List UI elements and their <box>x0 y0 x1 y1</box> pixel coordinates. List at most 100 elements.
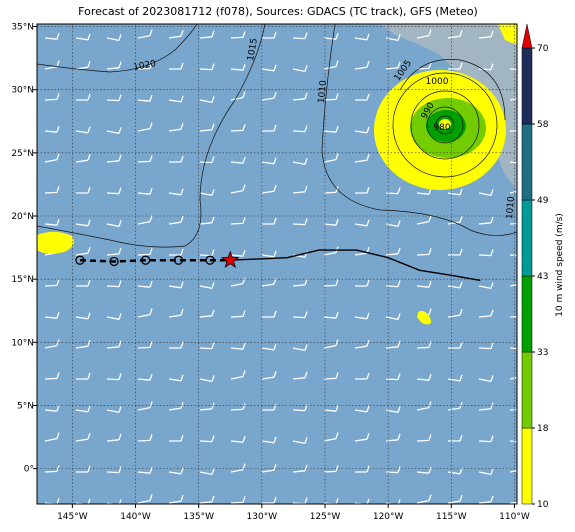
wind-barb <box>76 93 91 101</box>
isobar <box>37 24 266 248</box>
wind-barb <box>355 186 370 194</box>
wind-barb <box>292 311 308 319</box>
wind-barb <box>478 435 494 443</box>
wind-barb <box>323 432 339 442</box>
wind-barb <box>478 282 494 290</box>
wind-barb <box>75 339 91 349</box>
wind-barb <box>199 309 215 318</box>
wind-barb <box>385 61 401 70</box>
wind-barb <box>75 33 91 41</box>
wind-barb <box>75 153 91 163</box>
wind-barb <box>292 92 308 101</box>
isobar <box>321 24 517 236</box>
isobar <box>410 90 480 160</box>
wind-barb <box>323 404 339 412</box>
colorbar-band <box>521 47 533 125</box>
wind-barb <box>262 217 277 225</box>
colorbar-tick-label: 70 <box>537 44 549 54</box>
wind-barb <box>355 465 370 473</box>
wind-barb <box>169 341 184 349</box>
wind-barb <box>292 185 308 194</box>
wind-barb <box>261 184 277 194</box>
wind-barb <box>447 494 463 504</box>
wind-barb <box>106 187 122 195</box>
wind-barb <box>137 215 153 225</box>
wind-barb <box>230 184 246 194</box>
wind-barb <box>230 217 246 225</box>
wind-barb <box>230 277 246 287</box>
wind-barb <box>509 501 517 504</box>
wind-barb <box>509 222 517 225</box>
wind-barb <box>509 68 517 71</box>
wind-barb <box>44 279 60 287</box>
x-tick-label: 120°W <box>373 512 404 522</box>
isobar-label: 1020 <box>133 59 158 73</box>
wind-barb <box>230 124 246 132</box>
wind-barb <box>478 309 494 318</box>
colorbar-tick-label: 49 <box>537 196 549 206</box>
wind-barb <box>355 372 370 380</box>
wind-barb <box>168 494 184 504</box>
wind-barb <box>354 432 370 442</box>
isobar <box>426 106 464 144</box>
isobar-label: 1015 <box>246 38 260 62</box>
wind-barb <box>416 280 432 288</box>
wind-barb <box>44 311 60 319</box>
wind-barb <box>106 406 122 414</box>
wind-barb <box>478 402 494 411</box>
wind-barb <box>509 129 517 132</box>
wind-barb <box>44 60 60 70</box>
y-tick-label: 35°N <box>11 23 34 33</box>
wind-barb <box>509 347 517 350</box>
wind-barb <box>261 436 277 444</box>
wind-barb <box>261 250 277 258</box>
wind-barb <box>168 122 184 132</box>
wind-barb <box>354 219 370 227</box>
x-tick-label: 135°W <box>183 512 214 522</box>
wind-barb <box>261 64 277 72</box>
wind-barb <box>261 370 277 380</box>
wind-barb <box>323 465 339 473</box>
wind-barb <box>355 93 370 101</box>
isobar <box>392 72 498 178</box>
wind-barb <box>168 467 184 475</box>
wind-barb <box>230 403 246 411</box>
wind-barb <box>230 91 246 101</box>
x-tick-label: 145°W <box>57 512 88 522</box>
wind-barb <box>230 249 246 257</box>
forecast-position <box>173 255 184 265</box>
isobar-label: 1000 <box>426 77 449 87</box>
wind-barb <box>75 432 91 442</box>
wind-barb <box>199 96 215 104</box>
wind-barb <box>323 279 339 287</box>
wind-barb <box>416 341 432 349</box>
wind-barb <box>75 312 91 320</box>
wind-barb <box>261 463 277 473</box>
wind-barb <box>292 464 308 473</box>
wind-barb <box>323 60 339 70</box>
wind-barb <box>509 469 517 473</box>
wind-barb <box>323 125 339 133</box>
wind-barb <box>509 97 517 101</box>
wind-barb <box>416 215 432 225</box>
wind-barb <box>261 91 277 101</box>
wind-barb <box>230 310 246 318</box>
y-tick-label: 10°N <box>11 338 34 348</box>
wind-barb <box>478 249 494 257</box>
wind-barb <box>478 63 494 71</box>
wind-barb <box>509 376 517 380</box>
wind-barb <box>44 218 60 226</box>
wind-barb <box>230 31 246 39</box>
wind-barb <box>169 62 184 70</box>
wind-barb <box>292 437 308 445</box>
wind-barb <box>106 154 122 163</box>
wind-barb <box>168 281 184 289</box>
wind-barb <box>230 370 246 380</box>
wind-barb <box>76 186 91 194</box>
wind-barb <box>44 32 60 40</box>
x-tick-label: 110°W <box>499 512 530 522</box>
wind-barb <box>230 496 246 504</box>
colorbar-tick-label: 18 <box>537 424 549 434</box>
wind-barb <box>478 30 494 39</box>
